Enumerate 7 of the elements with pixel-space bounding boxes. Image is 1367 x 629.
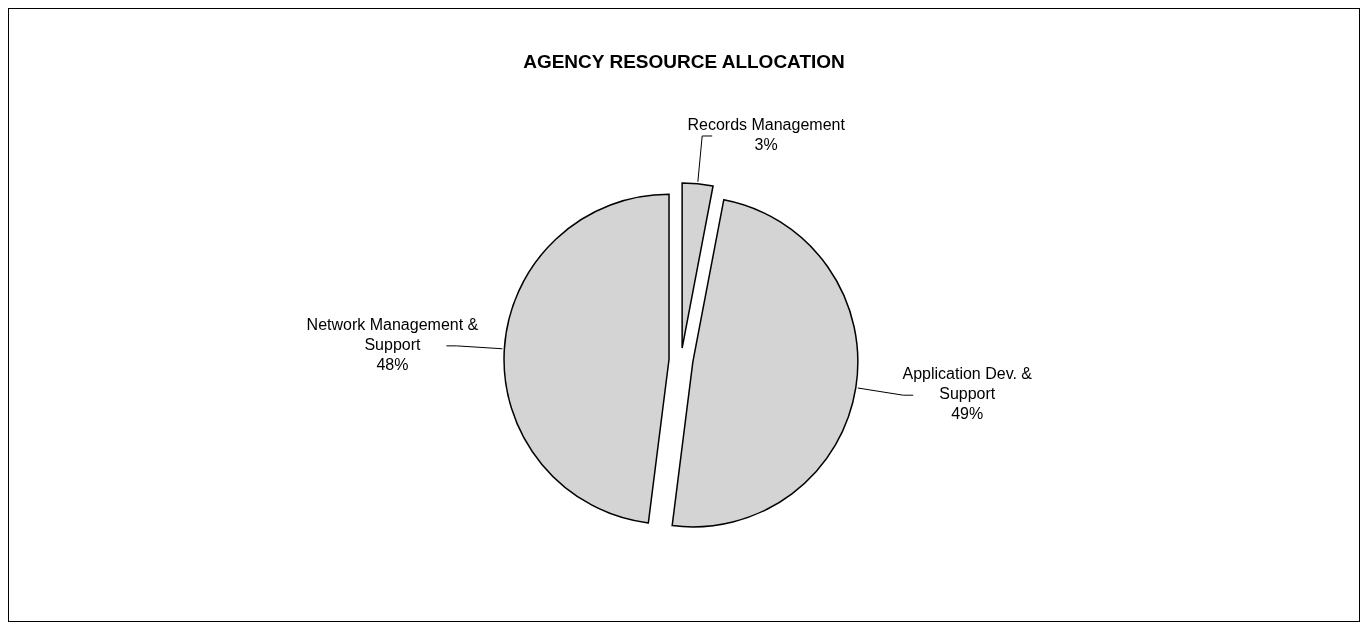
slice-label: Application Dev. & Support [902,365,1033,403]
slice-label: Records Management [687,116,846,134]
data-label: 48% [376,356,409,374]
chart-title: AGENCY RESOURCE ALLOCATION [522,51,846,73]
data-label: 3% [754,136,778,154]
slice-label: Network Management & Support [306,316,479,354]
data-label: 49% [951,405,984,423]
